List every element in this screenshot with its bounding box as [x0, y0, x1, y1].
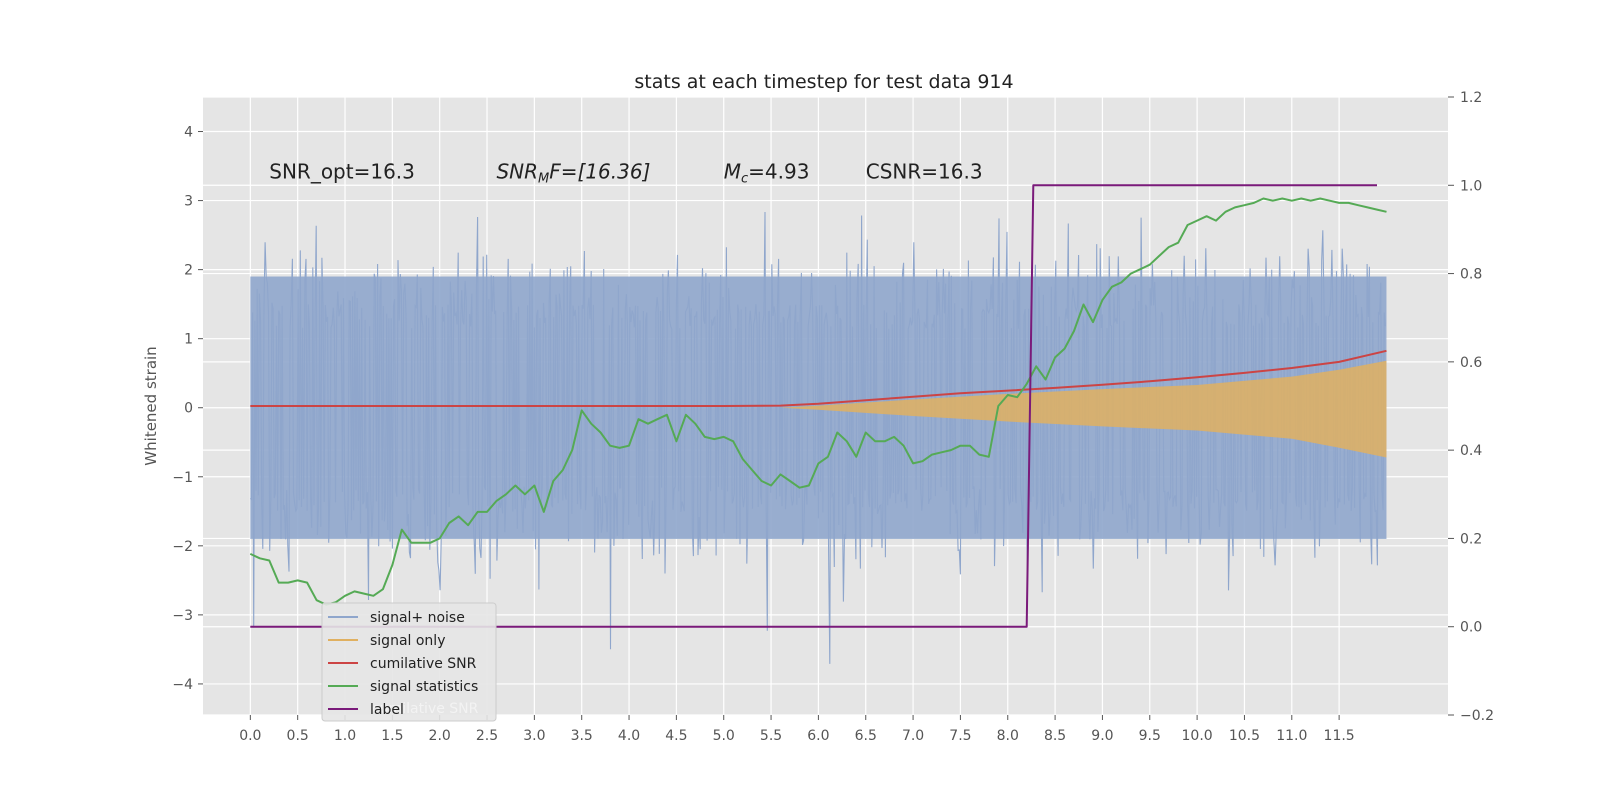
x-tick-label: 2.0: [429, 728, 451, 744]
x-tick-label: 0.5: [287, 728, 309, 744]
annotation: Mc=4.93: [724, 159, 810, 186]
axes: 0.0 0.5 1.0 1.5 2.0 2.5 3.0 3.5 4.0 4.5 5.0 5.5 6.0 6…: [172, 90, 1494, 744]
y-left-tick-label: 1: [184, 332, 193, 348]
signal-only-band: [780, 360, 1387, 458]
x-tick-label: 6.5: [855, 728, 877, 744]
legend-ghost-text: cumilative SNR: [372, 701, 479, 717]
x-tick-label: 7.0: [902, 728, 924, 744]
legend-label: signal statistics: [370, 679, 478, 695]
x-tick-label: 0.0: [239, 728, 261, 744]
y-left-tick-label: 2: [184, 263, 193, 279]
y-right-tick-label: 1.0: [1460, 178, 1482, 194]
series-signal-only: [780, 360, 1387, 458]
x-tick-label: 10.0: [1182, 728, 1213, 744]
x-tick-label: 1.5: [381, 728, 403, 744]
x-tick-label: 9.0: [1091, 728, 1113, 744]
y-right-tick-label: −0.2: [1460, 708, 1494, 724]
x-tick-label: 4.0: [618, 728, 640, 744]
x-tick-label: 7.5: [949, 728, 971, 744]
x-tick-label: 5.5: [760, 728, 782, 744]
legend-label: label: [370, 702, 404, 718]
x-tick-label: 11.0: [1276, 728, 1307, 744]
annotation: CSNR=16.3: [866, 159, 983, 183]
legend-label: signal only: [370, 633, 445, 649]
y-right-tick-label: 0.4: [1460, 443, 1482, 459]
annotation: SNR_opt=16.3: [269, 159, 415, 183]
y-right-tick-label: 0.2: [1460, 531, 1482, 547]
x-tick-label: 1.0: [334, 728, 356, 744]
y-right-tick-label: 0.8: [1460, 267, 1482, 283]
legend-box: [321, 602, 497, 722]
y-left-tick-label: 3: [184, 194, 193, 210]
annotations: SNR_opt=16.3 SNRMF=[16.36] Mc=4.93 CSNR=16.…: [269, 159, 982, 186]
x-tick-label: 11.5: [1324, 728, 1355, 744]
x-tick-label: 9.5: [1139, 728, 1161, 744]
series-lines: [249, 184, 1387, 628]
y-right-tick-label: 0.6: [1460, 355, 1482, 371]
y-left-tick-label: −3: [172, 608, 193, 624]
x-tick-label: 6.0: [807, 728, 829, 744]
y-right-tick-label: 0.0: [1460, 620, 1482, 636]
x-tick-label: 3.0: [523, 728, 545, 744]
y-left-tick-label: −2: [172, 539, 193, 555]
x-tick-label: 4.5: [665, 728, 687, 744]
series-line-label: [250, 184, 1377, 628]
y-left-tick-label: 4: [184, 125, 193, 141]
annotation: SNRMF=[16.36]: [496, 159, 650, 186]
x-tick-label: 8.5: [1044, 728, 1066, 744]
chart-title: stats at each timestep for test data 914: [634, 71, 1013, 93]
series-line-cumilative-snr: [250, 349, 1387, 407]
y-right-tick-label: 1.2: [1460, 90, 1482, 106]
legend: cumilative SNR signal+ noise signal only cu…: [321, 602, 497, 722]
x-tick-label: 5.0: [713, 728, 735, 744]
legend-label: signal+ noise: [370, 610, 465, 626]
x-tick-label: 8.0: [997, 728, 1019, 744]
x-tick-label: 3.5: [571, 728, 593, 744]
y-left-tick-label: 0: [184, 401, 193, 417]
x-tick-label: 10.5: [1229, 728, 1260, 744]
series-line-signal-statistics: [249, 197, 1387, 606]
x-tick-label: 2.5: [476, 728, 498, 744]
y-left-tick-label: −1: [172, 470, 193, 486]
legend-label: cumilative SNR: [370, 656, 477, 672]
y-left-tick-label: −4: [172, 677, 193, 693]
y-axis-label: Whitened strain: [142, 346, 160, 465]
